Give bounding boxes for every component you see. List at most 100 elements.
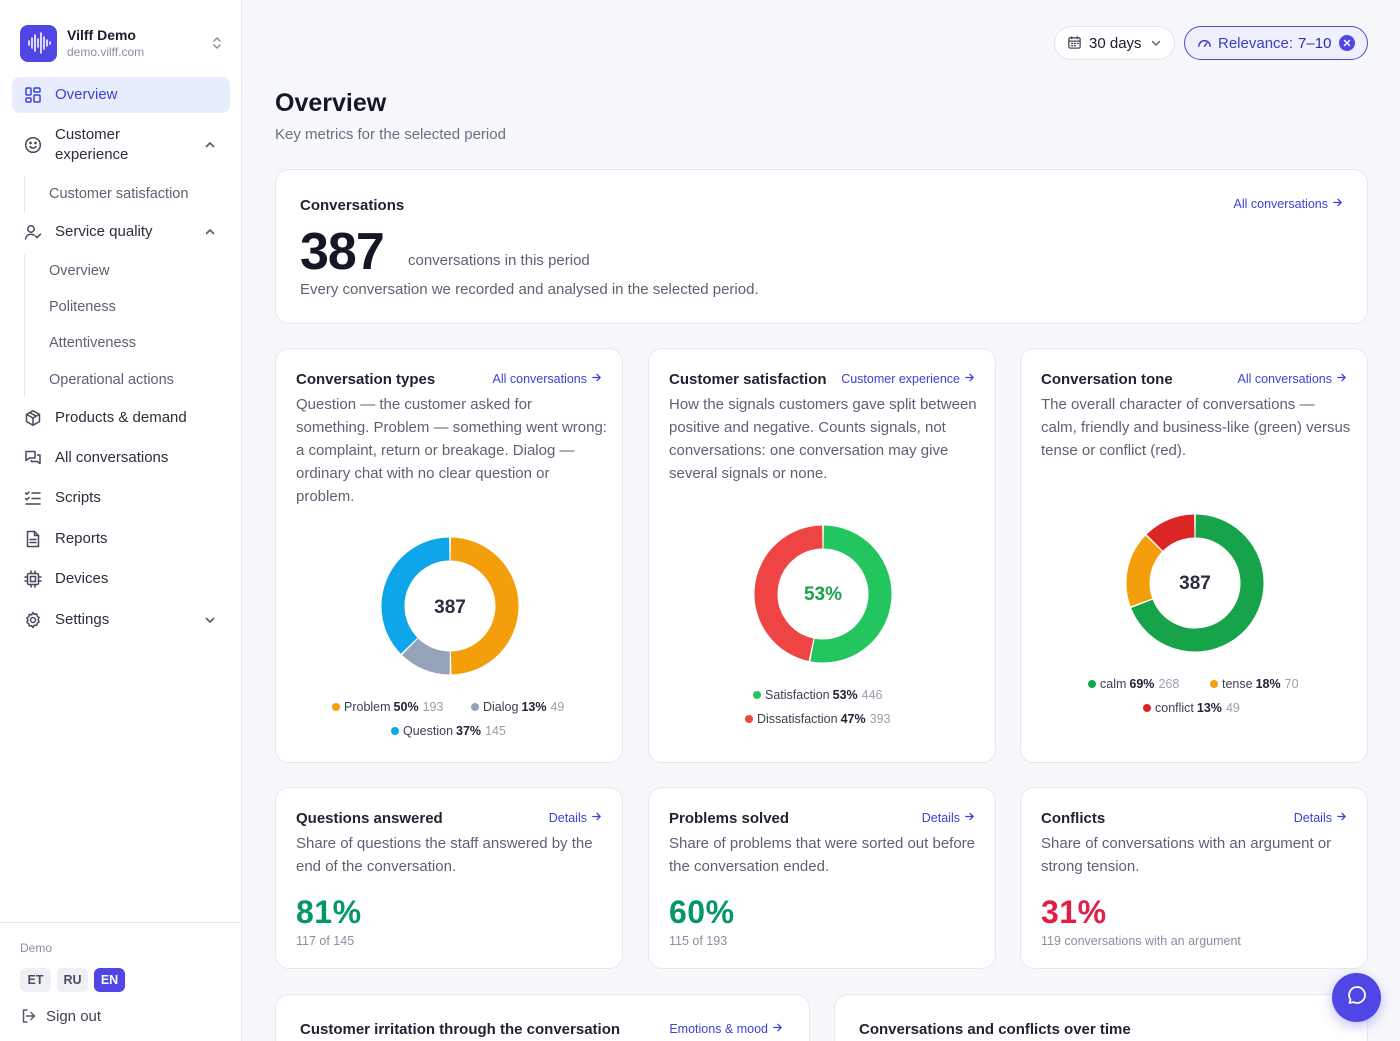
smile-icon — [23, 135, 43, 155]
card-title: Questions answered — [296, 810, 443, 827]
conversation-types-donut — [381, 537, 519, 675]
workspace-switcher[interactable]: Vilff Demo demo.vilff.com — [20, 24, 224, 62]
nav-reports[interactable]: Reports — [12, 527, 230, 551]
legend-label: calm — [1100, 677, 1127, 691]
period-select[interactable]: 30 days — [1054, 26, 1175, 60]
card-description: Every conversation we recorded and analy… — [300, 281, 759, 298]
lang-et[interactable]: ET — [20, 968, 51, 992]
lang-ru[interactable]: RU — [57, 968, 88, 992]
legend-dot — [1210, 680, 1218, 688]
nav-sq-overview[interactable]: Overview — [49, 263, 110, 279]
demo-label: Demo — [20, 941, 53, 955]
relevance-filter[interactable]: Relevance: 7–10 — [1184, 26, 1368, 60]
nav-attentiveness[interactable]: Attentiveness — [49, 335, 137, 351]
sub-divider — [24, 254, 25, 396]
layout-grid-icon — [23, 85, 43, 105]
legend-pct: 50% — [393, 700, 419, 714]
legend-dot — [391, 727, 399, 735]
donut-slice-question[interactable] — [381, 537, 450, 654]
donut-slice-tense[interactable] — [1126, 535, 1163, 607]
legend-label: Satisfaction — [765, 688, 830, 702]
details-link[interactable]: Details — [1294, 811, 1347, 825]
legend-dot — [745, 715, 753, 723]
conversation-types-card: Conversation types All conversations Que… — [275, 348, 623, 763]
messages-icon — [23, 448, 43, 468]
page-subtitle: Key metrics for the selected period — [275, 126, 506, 143]
arrow-right-icon — [591, 372, 602, 386]
nav-politeness[interactable]: Politeness — [49, 299, 116, 315]
link-label: All conversations — [1237, 372, 1333, 386]
legend-item-satisfaction: Satisfaction 53% 446 — [753, 688, 883, 702]
conversations-card: Conversations All conversations 387 conv… — [275, 169, 1368, 324]
legend-count: 49 — [550, 700, 565, 714]
details-link[interactable]: Details — [549, 811, 602, 825]
card-title: Customer satisfaction — [669, 371, 827, 388]
clear-filter-icon[interactable] — [1339, 35, 1355, 51]
message-circle-icon — [1346, 984, 1368, 1011]
donut-slice-calm[interactable] — [1131, 514, 1264, 652]
emotions-mood-link[interactable]: Emotions & mood — [669, 1022, 783, 1036]
all-conversations-link[interactable]: All conversations — [493, 372, 603, 386]
metric-value: 60% — [669, 894, 735, 930]
sub-divider — [24, 176, 25, 212]
card-description: Question — the customer asked for someth… — [296, 396, 607, 505]
legend-pct: 69% — [1129, 677, 1155, 691]
conversations-over-time-card: Conversations and conflicts over time — [834, 994, 1368, 1041]
nav-all-conversations-label: All conversations — [55, 449, 169, 466]
chat-button[interactable] — [1332, 973, 1381, 1022]
workspace-name: Vilff Demo — [67, 27, 136, 43]
lang-en[interactable]: EN — [94, 968, 125, 992]
calendar-icon — [1067, 35, 1083, 51]
nav-service-quality[interactable]: Service quality — [12, 220, 230, 244]
sign-out-label: Sign out — [46, 1007, 102, 1025]
legend-pct: 47% — [840, 712, 866, 726]
details-link[interactable]: Details — [922, 811, 975, 825]
legend-pct: 37% — [456, 724, 482, 738]
log-out-icon — [20, 1007, 38, 1025]
nav-operational-actions[interactable]: Operational actions — [49, 372, 174, 388]
nav-overview[interactable]: Overview — [12, 77, 230, 113]
all-conversations-link[interactable]: All conversations — [1238, 372, 1348, 386]
conversation-count: 387 — [300, 223, 385, 281]
sidebar-footer: Demo ET RU EN Sign out — [0, 922, 241, 1041]
nav-all-conversations[interactable]: All conversations — [12, 446, 230, 470]
nav-reports-label: Reports — [55, 530, 108, 547]
all-conversations-link[interactable]: All conversations — [1234, 197, 1344, 211]
legend-count: 145 — [485, 724, 506, 738]
card-title: Problems solved — [669, 810, 790, 827]
nav-scripts[interactable]: Scripts — [12, 486, 230, 510]
metric-subtext: 115 of 193 — [669, 934, 728, 948]
nav-customer-experience[interactable]: Customer experience — [12, 124, 230, 166]
nav-settings-label: Settings — [55, 611, 110, 628]
card-title: Conflicts — [1041, 810, 1106, 827]
nav-products-demand[interactable]: Products & demand — [12, 406, 230, 430]
chevron-down-icon — [202, 612, 218, 628]
legend-item-calm: calm 69% 268 — [1088, 677, 1179, 691]
period-value: 30 days — [1089, 34, 1142, 52]
legend-label: Dialog — [483, 700, 519, 714]
legend-pct: 13% — [521, 700, 547, 714]
legend-label: conflict — [1155, 701, 1194, 715]
arrow-right-icon — [1336, 811, 1347, 825]
legend-label: Problem — [344, 700, 391, 714]
card-description: Share of conversations with an argument … — [1041, 835, 1332, 875]
nav-customer-satisfaction[interactable]: Customer satisfaction — [49, 186, 189, 202]
card-title: Conversations — [300, 197, 405, 214]
gauge-icon — [1197, 35, 1213, 51]
legend-dot — [1143, 704, 1151, 712]
nav-devices[interactable]: Devices — [12, 567, 230, 591]
donut-slice-satisfaction[interactable] — [810, 525, 892, 663]
donut-slice-conflict[interactable] — [1146, 514, 1196, 552]
sign-out-button[interactable]: Sign out — [20, 1007, 101, 1025]
chevron-up-icon — [202, 224, 218, 240]
link-label: Customer experience — [841, 372, 960, 386]
legend-item-conflict: conflict 13% 49 — [1143, 701, 1240, 715]
donut-slice-problem[interactable] — [450, 537, 519, 675]
donut-slice-dialog[interactable] — [402, 638, 451, 675]
relevance-label: Relevance: — [1218, 34, 1294, 52]
legend-count: 49 — [1225, 701, 1240, 715]
customer-experience-link[interactable]: Customer experience — [841, 372, 975, 386]
donut-slice-dissatisfaction[interactable] — [754, 525, 823, 661]
nav-settings[interactable]: Settings — [12, 608, 230, 632]
legend-item-dialog: Dialog 13% 49 — [471, 700, 564, 714]
